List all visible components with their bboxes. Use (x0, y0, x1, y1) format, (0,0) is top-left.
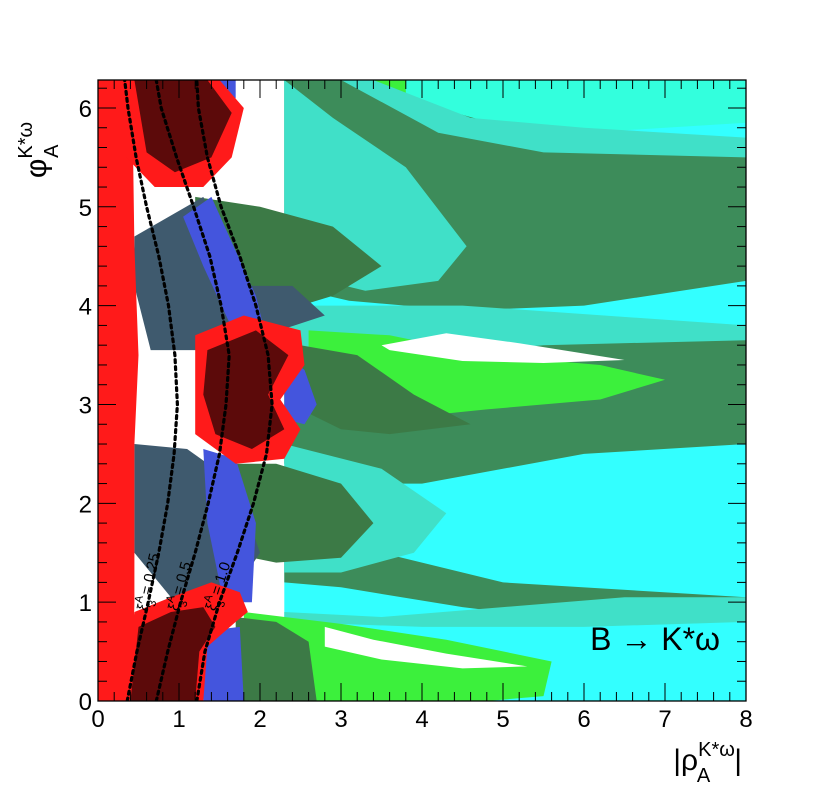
process-label: B → K*ω (590, 621, 720, 657)
contour-regions (98, 80, 746, 701)
y-tick-label: 4 (79, 294, 92, 321)
x-tick-label: 6 (577, 706, 590, 733)
region-darkgreen-bottom (235, 617, 317, 701)
y-axis-title: φK*ω A (15, 122, 63, 178)
region-cyan-light-top-right (405, 80, 746, 133)
x-tick-label: 5 (496, 706, 509, 733)
region-white-lobe-lower (324, 626, 528, 669)
x-tick-label: 0 (91, 706, 104, 733)
region-turquoise-band-bottom (284, 597, 746, 627)
region-blue-bottom (199, 626, 244, 701)
contour-line-2 (154, 80, 231, 701)
x-tick-label: 1 (172, 706, 185, 733)
region-blue-band-lower (203, 449, 256, 603)
y-tick-label: 1 (79, 590, 92, 617)
axis-ticks (97, 80, 747, 702)
y-tick-label: 6 (79, 96, 92, 123)
y-tick-label: 3 (79, 392, 92, 419)
x-tick-label: 2 (253, 706, 266, 733)
y-tick-label: 2 (79, 491, 92, 518)
x-axis-title: |ρK*ω A | (673, 739, 742, 787)
contour-line-3 (195, 80, 274, 701)
region-turquoise-band-top (284, 80, 746, 158)
x-tick-label: 3 (334, 706, 347, 733)
x-tick-label: 8 (739, 706, 752, 733)
y-tick-label: 0 (79, 689, 92, 716)
region-darkred-blob-bottom (130, 607, 216, 701)
y-tick-labels: 0 1 2 3 4 5 6 (79, 96, 92, 716)
x-tick-labels: 0 1 2 3 4 5 6 7 8 (91, 706, 752, 733)
x-tick-label: 7 (658, 706, 671, 733)
region-darkgreen-lobe-lower (219, 463, 374, 563)
y-tick-label: 5 (79, 195, 92, 222)
xi-contour-lines (123, 80, 274, 701)
region-blue-band-upper (183, 196, 269, 346)
x-tick-label: 4 (415, 706, 428, 733)
contour-line-1 (123, 80, 180, 701)
region-red-strip-left (98, 80, 139, 701)
region-darkgreen-lobe-middle (300, 345, 471, 435)
region-white-lobe-upper (381, 333, 625, 363)
